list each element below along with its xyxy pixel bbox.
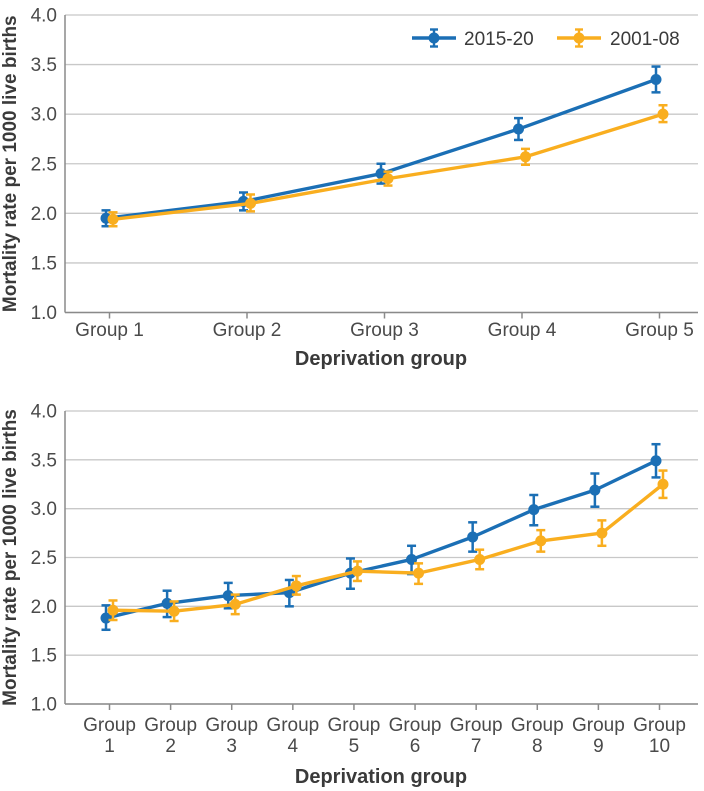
data-point [520, 151, 531, 163]
x-tick-label: Group 3 [350, 320, 419, 341]
y-tick-label: 2.0 [31, 597, 57, 618]
y-tick-label: 3.0 [31, 105, 57, 126]
x-tick-label-line1: Group [572, 715, 625, 736]
data-point [245, 197, 256, 209]
y-tick-label: 3.5 [31, 55, 57, 76]
chart-deciles: 4.0 3.5 3.0 2.5 2.0 1.5 1.0 Mortality rate per … [0, 402, 698, 788]
x-axis-title: Deprivation group [295, 766, 467, 788]
data-point [650, 73, 662, 85]
y-axis-title: Mortality rate per 1000 live births [0, 409, 21, 706]
x-tick-label-line1: Group [205, 715, 258, 736]
x-axis-title: Deprivation group [295, 348, 467, 370]
x-tick-label-line1: Group [450, 715, 503, 736]
x-tick-label-line2: 9 [593, 736, 604, 757]
x-tick-label: Group 2 [213, 320, 282, 341]
data-point [222, 590, 234, 602]
y-tick-label: 2.5 [31, 548, 57, 569]
y-tick-label: 1.5 [31, 253, 57, 274]
data-point [535, 535, 547, 547]
data-point [474, 553, 486, 565]
x-tick-label-line2: 8 [532, 736, 543, 757]
series-line [111, 112, 665, 221]
x-tick-label-line1: Group [144, 715, 197, 736]
data-point [467, 531, 479, 543]
data-point [413, 567, 425, 579]
legend-label: 2015-20 [464, 29, 534, 50]
series-line [104, 77, 658, 220]
x-tick-label-line2: 3 [226, 736, 237, 757]
series-2001-08 [107, 469, 669, 623]
legend-item: 2015-20 [412, 28, 534, 50]
data-point [168, 605, 180, 617]
y-tick-label: 4.0 [31, 6, 57, 27]
x-tick-label-line2: 5 [349, 736, 360, 757]
data-point [657, 108, 669, 120]
data-point [290, 580, 302, 592]
legend-dot [428, 32, 440, 44]
legend: 2015-20 2001-08 [412, 28, 680, 50]
data-point [229, 598, 241, 610]
y-tick-label: 1.0 [31, 303, 57, 324]
data-point [513, 123, 524, 135]
y-tick-label: 3.5 [31, 450, 57, 471]
y-tick-label: 2.5 [31, 154, 57, 175]
x-tick-label-line2: 6 [410, 736, 421, 757]
x-tick-label-line1: Group [83, 715, 136, 736]
y-tick-label: 1.0 [31, 695, 57, 716]
legend-item: 2001-08 [557, 28, 680, 50]
x-tick-label-line2: 7 [471, 736, 482, 757]
x-tick-label-line1: Group [511, 715, 564, 736]
x-tick-label: Group 5 [625, 320, 694, 341]
x-tick-label-line1: Group [328, 715, 381, 736]
x-tick-label-line1: Group [389, 715, 442, 736]
legend-dot [573, 32, 585, 44]
data-point [657, 478, 669, 490]
data-point [528, 504, 540, 516]
data-point [596, 527, 608, 539]
series-line [104, 459, 658, 620]
data-point [382, 173, 394, 185]
y-tick-label: 2.0 [31, 204, 57, 225]
y-tick-label: 4.0 [31, 402, 57, 423]
series-2015-20 [100, 65, 662, 228]
series-2001-08 [107, 103, 669, 228]
x-tick-label-line1: Group [266, 715, 319, 736]
legend-label: 2001-08 [610, 29, 680, 50]
chart-quintiles: 4.0 3.5 3.0 2.5 2.0 1.5 1.0 Mortality rate per … [0, 6, 698, 370]
x-tick-label-line2: 2 [165, 736, 176, 757]
data-point [107, 604, 119, 616]
y-axis-title: Mortality rate per 1000 live births [0, 15, 21, 312]
x-tick-label: Group 4 [488, 320, 557, 341]
x-tick-label-line2: 1 [104, 736, 115, 757]
data-point [650, 455, 662, 467]
x-tick-label-line2: 4 [288, 736, 299, 757]
x-tick-label-line1: Group [633, 715, 686, 736]
x-tick-label: Group 1 [75, 320, 144, 341]
x-tick-label-line2: 10 [649, 736, 670, 757]
y-tick-label: 3.0 [31, 499, 57, 520]
data-point [107, 213, 119, 225]
data-point [351, 565, 363, 577]
y-tick-label: 1.5 [31, 646, 57, 667]
data-point [589, 484, 601, 496]
series-line [111, 482, 665, 613]
